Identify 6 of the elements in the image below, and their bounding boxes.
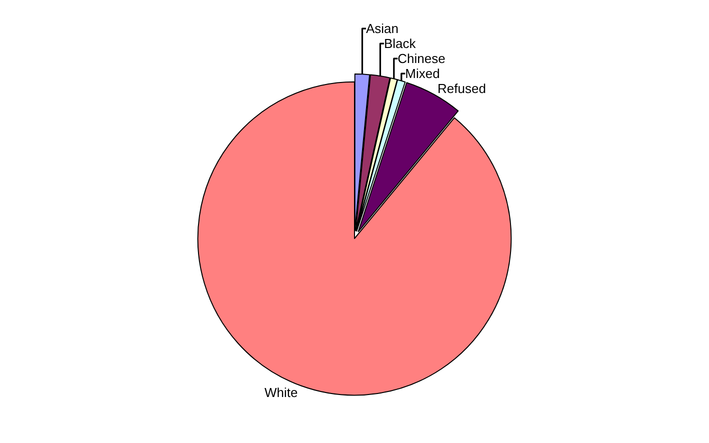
slice-label: Black [384,36,416,52]
slice-label: White [264,385,298,400]
slice-label: Mixed [405,66,440,82]
slice-label: Refused [438,81,486,96]
slice-label: Chinese [398,51,446,66]
slice-label: Asian [366,21,399,36]
